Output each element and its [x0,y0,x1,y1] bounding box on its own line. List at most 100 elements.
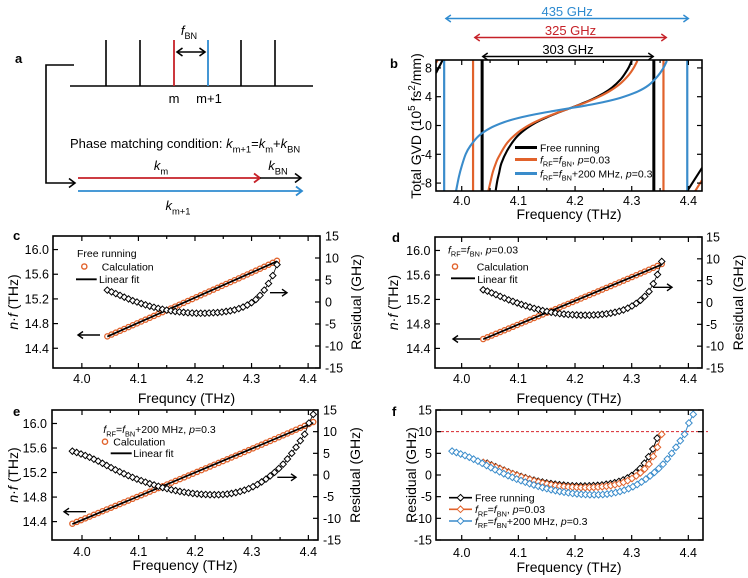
x-tick-label: 4.1 [130,545,147,559]
text-run: n [385,322,401,330]
text-run: = [116,424,122,436]
panel-label-f: f [392,404,397,419]
residual-point [491,465,500,474]
plot-frame [435,59,703,192]
legend-item-calculation: Calculation [451,261,529,273]
legend-item: fRF=fBN+200 MHz, p=0.3 [515,168,653,183]
residual-point [640,464,649,473]
arrowhead-left-icon [451,334,459,344]
residual-point [273,260,281,269]
text-run: +200 MHz, [572,168,626,180]
residual-series [103,260,281,318]
text-run: =0.3 [632,168,653,180]
arrowhead-left-icon [62,507,70,516]
text-run: · [5,317,21,322]
y-tick-label: -8 [421,177,432,191]
legend-marker-diamond [456,516,465,526]
legend-item: Free running [515,142,600,154]
bandwidth-label: 325 GHz [545,23,596,38]
y-right-tick-label: -5 [323,490,334,504]
text-run: f [475,504,479,516]
residual-point [646,471,655,480]
residual-point [279,460,288,469]
residual-point [659,460,668,469]
subscript: RF [543,174,553,183]
text-run: f [181,23,186,38]
text-run: = [553,168,559,180]
text-run: Free running [475,493,535,505]
subscript: m+1 [172,205,191,216]
text-run: k [281,136,289,151]
series-frf-fbn-200mhz [448,410,698,499]
y-tick-label: 0 [425,469,432,483]
y-axis-label-left: n·f (THz) [5,274,21,329]
text-run: f [540,168,544,180]
text-run: = [488,516,494,528]
residual-point [300,430,309,439]
text-run: f [540,154,544,166]
x-tick-label: 4.1 [510,194,527,208]
legend-label: Free running [540,142,600,154]
subscript: RF [106,429,116,438]
bandwidth-arrow [444,14,690,23]
text-run: = [461,244,467,256]
linear-fit-line [482,263,663,341]
plot-area [436,60,702,191]
text-run: Total GVD (10 [408,111,424,199]
arrowhead-right-icon [295,185,304,197]
residual-point [636,468,645,477]
x-tick-label: 4.2 [186,545,203,559]
x-tick-label: 4.3 [623,194,640,208]
text-run: Free running [540,142,600,154]
y-tick-label: 8 [425,61,432,75]
residual-line [483,434,663,489]
panel-label-d: d [392,230,400,245]
k-m-plus-1-label: km+1 [166,198,191,216]
y-axis-label-left: n·f (THz) [5,447,21,502]
text-run: +200 MHz, [135,424,189,436]
left-axis-indicator-arrow [451,334,480,344]
legend-item: fRF=fBN, p=0.03 [515,154,610,169]
text-run: p [485,244,492,256]
subscript: BN [562,160,572,169]
y-tick-label: -5 [421,490,432,504]
text-run: f [559,154,563,166]
y-tick-label: 15.6 [25,268,49,282]
residual-point [292,443,300,452]
legend-item-linear-fit: Linear fit [76,274,139,286]
text-run: k [166,198,174,213]
y-right-tick-label: 10 [323,425,337,439]
residual-point [663,454,672,463]
residual-point [513,299,522,307]
text-run: =0.03 [519,504,546,516]
legend-label: Calculation [113,437,165,449]
residual-point [287,449,296,458]
x-tick-label: 4.4 [300,545,317,559]
gvd-curve-branch [686,167,702,191]
bandwidth-label: 435 GHz [541,4,592,19]
x-tick-label: 4.4 [680,546,697,560]
subscript: RF [478,509,488,518]
k-m-plus-1-vector-arrow [78,185,304,197]
panel-label-b: b [390,56,398,71]
text-run: f [103,424,107,436]
x-axis-label: Frequency (THz) [516,559,621,575]
y-tick-label: 14.4 [406,342,430,356]
residual-point [680,430,689,439]
residual-point [283,455,292,463]
residual-point [309,410,318,419]
subscript: m [265,143,273,154]
residual-point [251,295,260,304]
series-free-running [436,60,702,191]
y-right-tick-label: 15 [706,231,720,245]
text-run: (THz) [5,274,21,313]
subscript: m+1 [233,143,252,154]
y-right-tick-label: -10 [323,512,341,526]
left-axis-indicator-arrow [76,330,100,340]
arrowhead-right-icon [647,52,655,61]
subscript: m [160,165,168,176]
residual-point [268,271,277,280]
legend-title: fRF=fBN+200 MHz, p=0.3 [103,424,216,438]
